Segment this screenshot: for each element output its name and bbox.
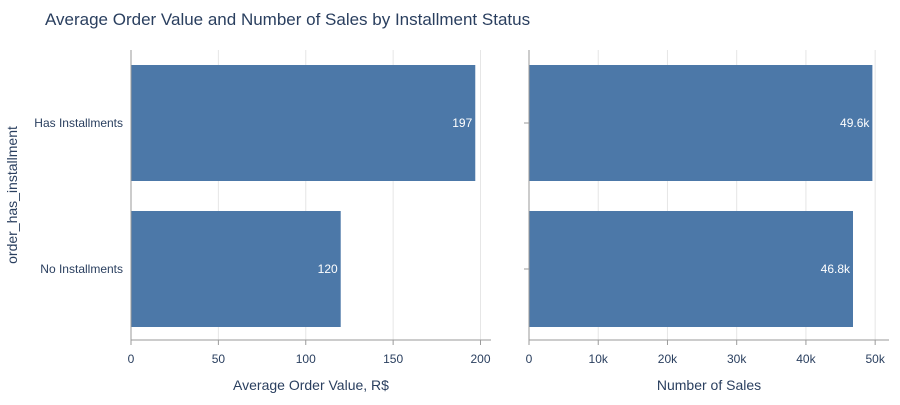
bar-value-label: 120 <box>318 262 338 276</box>
chart-title: Average Order Value and Number of Sales … <box>45 10 530 29</box>
bar <box>131 211 341 327</box>
bar <box>131 65 476 181</box>
x-tick-label: 50k <box>865 352 885 366</box>
bar-value-label: 197 <box>452 116 472 130</box>
x-tick-label: 50 <box>212 352 226 366</box>
chart-panels: 0 50 100 150 200 Average Order Value, R$ 197 Ha… <box>34 50 889 393</box>
chart-panel-2: 0 10k 20k 30k 40k 50k Number of Sales 49.6k 46.8… <box>524 50 889 393</box>
x-tick-label: 40k <box>796 352 816 366</box>
y-tick-label: No Installments <box>40 262 123 276</box>
y-tick-label: Has Installments <box>34 116 123 130</box>
x-tick-label: 150 <box>383 352 403 366</box>
x-tick-label: 0 <box>128 352 135 366</box>
bar <box>529 65 873 181</box>
x-tick-label: 100 <box>296 352 316 366</box>
x-tick-label: 200 <box>470 352 490 366</box>
x-tick-label: 30k <box>727 352 747 366</box>
x-tick-label: 20k <box>658 352 678 366</box>
y-axis-title: order_has_installment <box>4 126 20 264</box>
x-axis-title: Number of Sales <box>657 377 761 393</box>
bar-value-label: 49.6k <box>840 116 870 130</box>
x-tick-label: 0 <box>526 352 533 366</box>
bar <box>529 211 853 327</box>
x-axis-title: Average Order Value, R$ <box>233 377 389 393</box>
x-tick-label: 10k <box>589 352 609 366</box>
bar-value-label: 46.8k <box>821 262 851 276</box>
chart-panel-1: 0 50 100 150 200 Average Order Value, R$ 197 Ha… <box>34 50 491 393</box>
